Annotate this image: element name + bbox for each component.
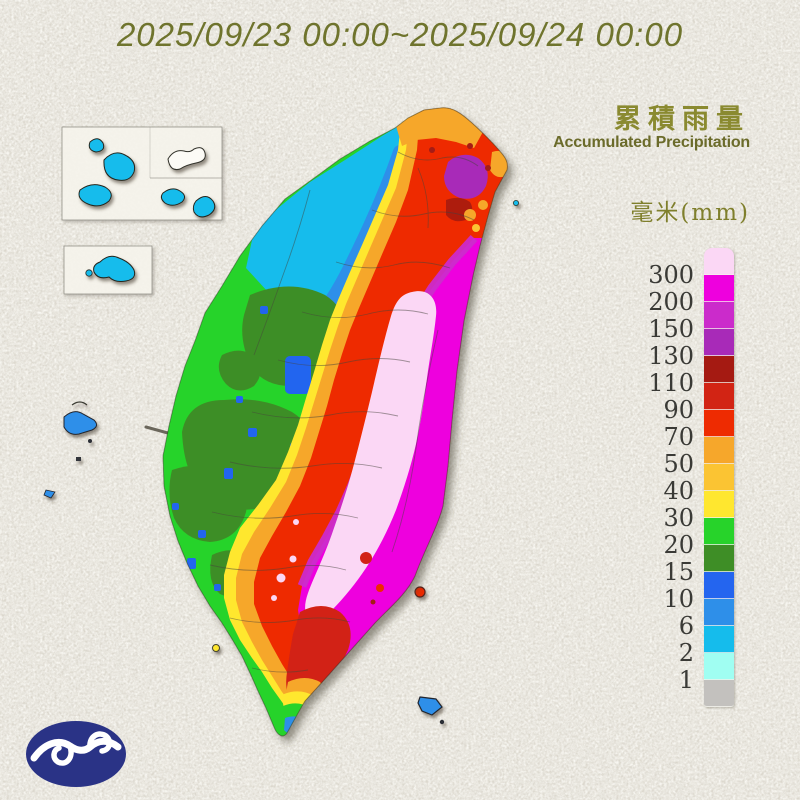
legend-scale-segment bbox=[704, 599, 734, 626]
coastline bbox=[162, 107, 508, 737]
inset-islet bbox=[93, 255, 136, 282]
islet-liuqiu bbox=[212, 644, 220, 652]
legend-scale-label: 50 bbox=[663, 450, 694, 478]
inset-islet bbox=[85, 269, 93, 277]
ne-orange-blob bbox=[490, 150, 508, 178]
legend-title-zh: 累積雨量 bbox=[614, 104, 750, 135]
county-boundaries bbox=[209, 151, 479, 673]
red-spots-se bbox=[360, 552, 384, 605]
legend-scale-label: 40 bbox=[663, 477, 694, 505]
legend-scale-segment bbox=[704, 518, 734, 545]
legend-scale-segment bbox=[704, 383, 734, 410]
inset-islet bbox=[192, 196, 216, 218]
legend-scale-label: 130 bbox=[648, 342, 694, 370]
legend-scale-label: 2 bbox=[678, 639, 694, 667]
specks-blue bbox=[172, 306, 311, 591]
offshore-islets-west bbox=[43, 401, 98, 499]
cwa-logo-ellipse bbox=[26, 721, 126, 787]
taipei-purple-blob bbox=[444, 154, 488, 199]
islet-green-island bbox=[414, 586, 426, 598]
legend-scale-label: 70 bbox=[663, 423, 694, 451]
legend-scale-segment bbox=[704, 653, 734, 680]
inset-islet bbox=[103, 152, 136, 181]
legend-scale-segment bbox=[704, 545, 734, 572]
legend-scale-segment bbox=[704, 572, 734, 599]
inset-island-uncolored bbox=[167, 147, 206, 170]
legend-unit-label: 毫米(mm) bbox=[630, 200, 750, 226]
legend-scale-segment bbox=[704, 410, 734, 437]
legend-scale-label: 110 bbox=[648, 369, 694, 397]
islet-turtle-island bbox=[513, 199, 520, 206]
cwa-logo-wave-icon bbox=[30, 731, 122, 766]
page-title: 2025/09/23 00:00~2025/09/24 00:00 bbox=[116, 16, 684, 53]
islet-dot bbox=[43, 489, 56, 499]
legend-scale-label: 15 bbox=[663, 558, 694, 586]
band-pink-valley bbox=[305, 291, 437, 621]
legend-scale-label: 90 bbox=[663, 396, 694, 424]
legend-scale-label: 300 bbox=[648, 261, 694, 289]
legend-scale-label: 20 bbox=[663, 531, 694, 559]
legend-scale-segment bbox=[704, 356, 734, 383]
islet-dot bbox=[439, 719, 445, 725]
islet-dot bbox=[76, 457, 81, 461]
legend-scale: 300 200 150 130 110 90 70 50 40 30 20 15 10 6 2 1 bbox=[648, 248, 734, 708]
legend-scale-label: 30 bbox=[663, 504, 694, 532]
islet-penghu-west bbox=[63, 411, 98, 435]
legend-scale-segment bbox=[704, 248, 734, 275]
inset-box-penghu bbox=[63, 245, 153, 295]
legend-scale-segment bbox=[704, 491, 734, 518]
inset-islet bbox=[78, 184, 112, 207]
islet-lanyu bbox=[417, 696, 443, 716]
legend-scale-segment bbox=[704, 329, 734, 356]
legend-scale-label: 200 bbox=[648, 288, 694, 316]
legend-scale-segment bbox=[704, 437, 734, 464]
legend-scale-segment bbox=[704, 302, 734, 329]
inset-islet bbox=[88, 138, 105, 153]
islet-outline bbox=[71, 401, 88, 406]
legend-scale-segment bbox=[704, 464, 734, 491]
legend-scale-segment bbox=[704, 680, 734, 707]
pink-spots-south bbox=[271, 519, 299, 601]
legend-title-en: Accumulated Precipitation bbox=[553, 134, 750, 151]
band-nw-cyan bbox=[246, 124, 408, 316]
offshore-islets-east bbox=[212, 199, 520, 725]
legend-scale-label: 1 bbox=[678, 666, 694, 694]
legend-scale-segment bbox=[704, 275, 734, 302]
legend-scale-segment bbox=[704, 626, 734, 653]
inset-islet bbox=[160, 188, 186, 206]
legend-scale-label: 150 bbox=[648, 315, 694, 343]
cwa-logo bbox=[26, 721, 126, 787]
inset-box-matsu-kinmen bbox=[61, 126, 223, 221]
legend-scale-label: 10 bbox=[663, 585, 694, 613]
islet-dot bbox=[88, 439, 92, 443]
legend-scale-label: 6 bbox=[678, 612, 694, 640]
